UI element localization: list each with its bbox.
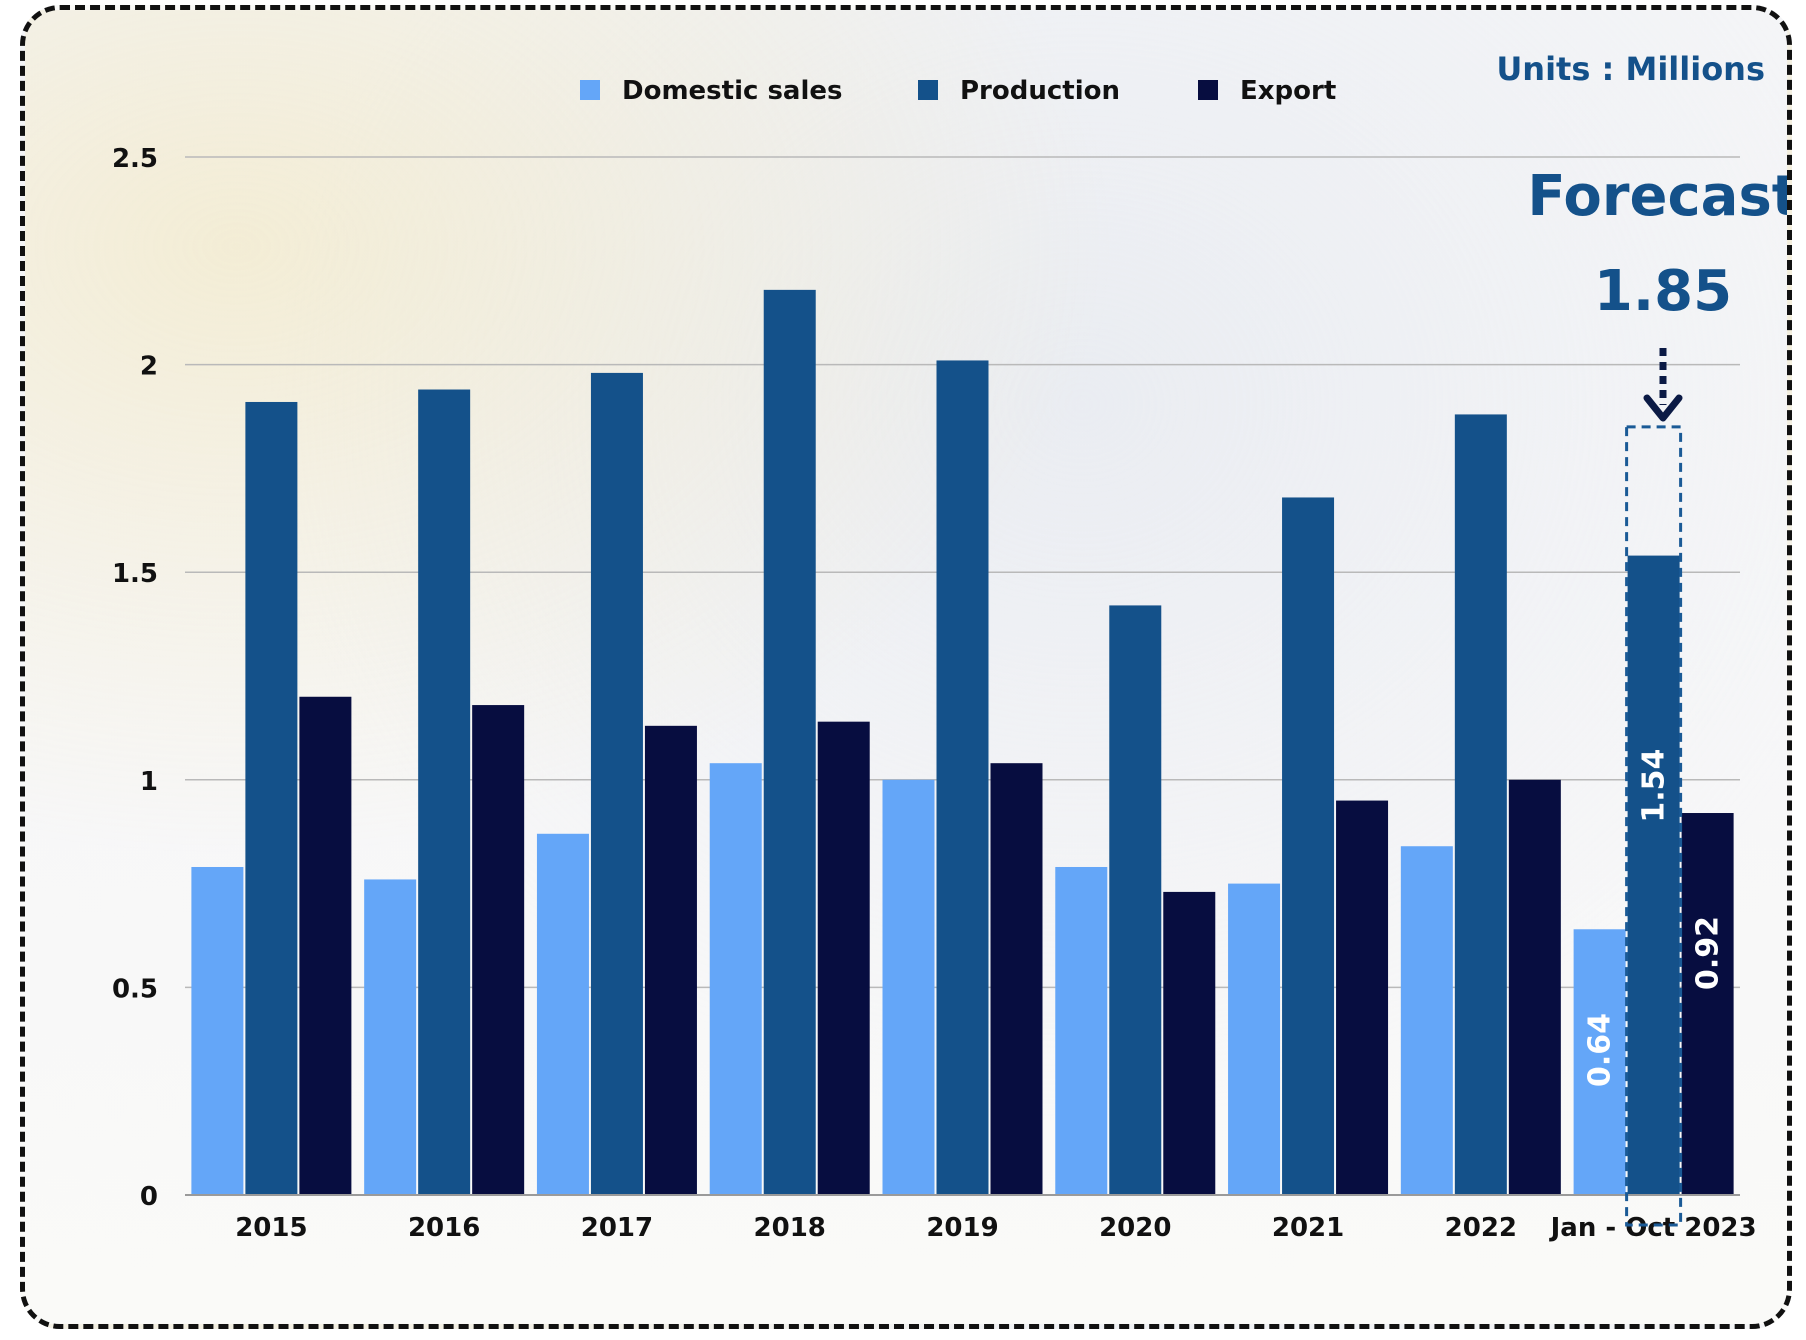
bar-domestic-sales: [191, 866, 244, 1195]
legend-label-domestic-sales: Domestic sales: [622, 76, 843, 106]
bar-domestic-sales: [709, 763, 762, 1195]
bar-export: [1336, 800, 1389, 1195]
x-tick-label: 2016: [408, 1213, 480, 1243]
x-tick-label: 2018: [754, 1213, 826, 1243]
data-label-export: 0.92: [1691, 916, 1726, 990]
forecast-arrow-head: [1643, 394, 1683, 422]
legend-item-production: Production: [918, 76, 1120, 106]
bar-production: [590, 372, 643, 1195]
forecast-label: Forecast: [1527, 164, 1792, 229]
x-axis-ticks: 2015 2016 2017 2018 2019 2020 2021 2022 Jan - Oc…: [235, 1213, 1756, 1243]
y-tick-label: 2: [140, 352, 158, 382]
x-tick-label: 2021: [1272, 1213, 1344, 1243]
bar-export: [299, 696, 352, 1195]
y-tick-label: 0: [140, 1182, 158, 1212]
chart-frame: 0 0.5 1 1.5 2 2.5 0.64 1.54 0.92 2015 2016 2017 20…: [20, 5, 1792, 1329]
bar-domestic-sales: [536, 833, 589, 1195]
legend-item-domestic-sales: Domestic sales: [580, 76, 843, 106]
bar-domestic-sales: [882, 779, 935, 1195]
x-tick-label: Jan - Oct 2023: [1549, 1213, 1757, 1243]
bar-export: [817, 721, 870, 1195]
bar-production: [1454, 414, 1507, 1195]
bar-domestic-sales: [1228, 883, 1281, 1195]
legend: Domestic sales Production Export: [580, 76, 1336, 106]
legend-label-export: Export: [1240, 76, 1336, 106]
x-tick-label: 2017: [581, 1213, 653, 1243]
y-tick-label: 0.5: [112, 974, 158, 1004]
data-label-domestic-sales: 0.64: [1583, 1013, 1618, 1087]
bar-export: [1508, 779, 1561, 1195]
bar-export: [644, 725, 697, 1195]
y-axis-ticks: 0 0.5 1 1.5 2 2.5: [112, 144, 158, 1212]
bar-domestic-sales: [1400, 846, 1453, 1195]
forecast-highlight-box: [1625, 425, 1683, 1227]
legend-label-production: Production: [960, 76, 1120, 106]
bar-chart: 00.511.522.5 0.641.540.92 2015 2016 2017 20…: [112, 50, 1792, 1243]
bar-production: [1627, 555, 1680, 1195]
bars: 0.64 1.54 0.92: [191, 289, 1734, 1196]
bar-export: [472, 705, 525, 1195]
bar-production: [418, 389, 471, 1196]
legend-swatch-export: [1198, 80, 1218, 100]
legend-swatch-production: [918, 80, 938, 100]
bar-domestic-sales: [1055, 866, 1108, 1195]
y-tick-label: 2.5: [112, 144, 158, 174]
y-tick-label: 1: [140, 767, 158, 797]
x-tick-label: 2019: [926, 1213, 998, 1243]
forecast-annotation: Forecast 1.85: [1527, 164, 1792, 1227]
bar-export: [990, 763, 1043, 1195]
bar-export: [1681, 813, 1734, 1195]
bar-production: [936, 360, 989, 1195]
bar-domestic-sales: [364, 879, 417, 1195]
units-label: Units : Millions: [1496, 50, 1765, 88]
bar-production: [1282, 497, 1335, 1195]
data-label-production: 1.54: [1637, 749, 1672, 823]
forecast-value: 1.85: [1594, 259, 1732, 324]
legend-item-export: Export: [1198, 76, 1336, 106]
bar-domestic-sales: [1573, 929, 1626, 1195]
x-tick-label: 2022: [1445, 1213, 1517, 1243]
x-tick-label: 2015: [235, 1213, 307, 1243]
bar-production: [763, 289, 816, 1195]
bar-export: [1163, 891, 1216, 1195]
bar-production: [245, 401, 298, 1195]
legend-swatch-domestic-sales: [580, 80, 600, 100]
x-tick-label: 2020: [1099, 1213, 1171, 1243]
bar-production: [1109, 605, 1162, 1195]
y-tick-label: 1.5: [112, 559, 158, 589]
